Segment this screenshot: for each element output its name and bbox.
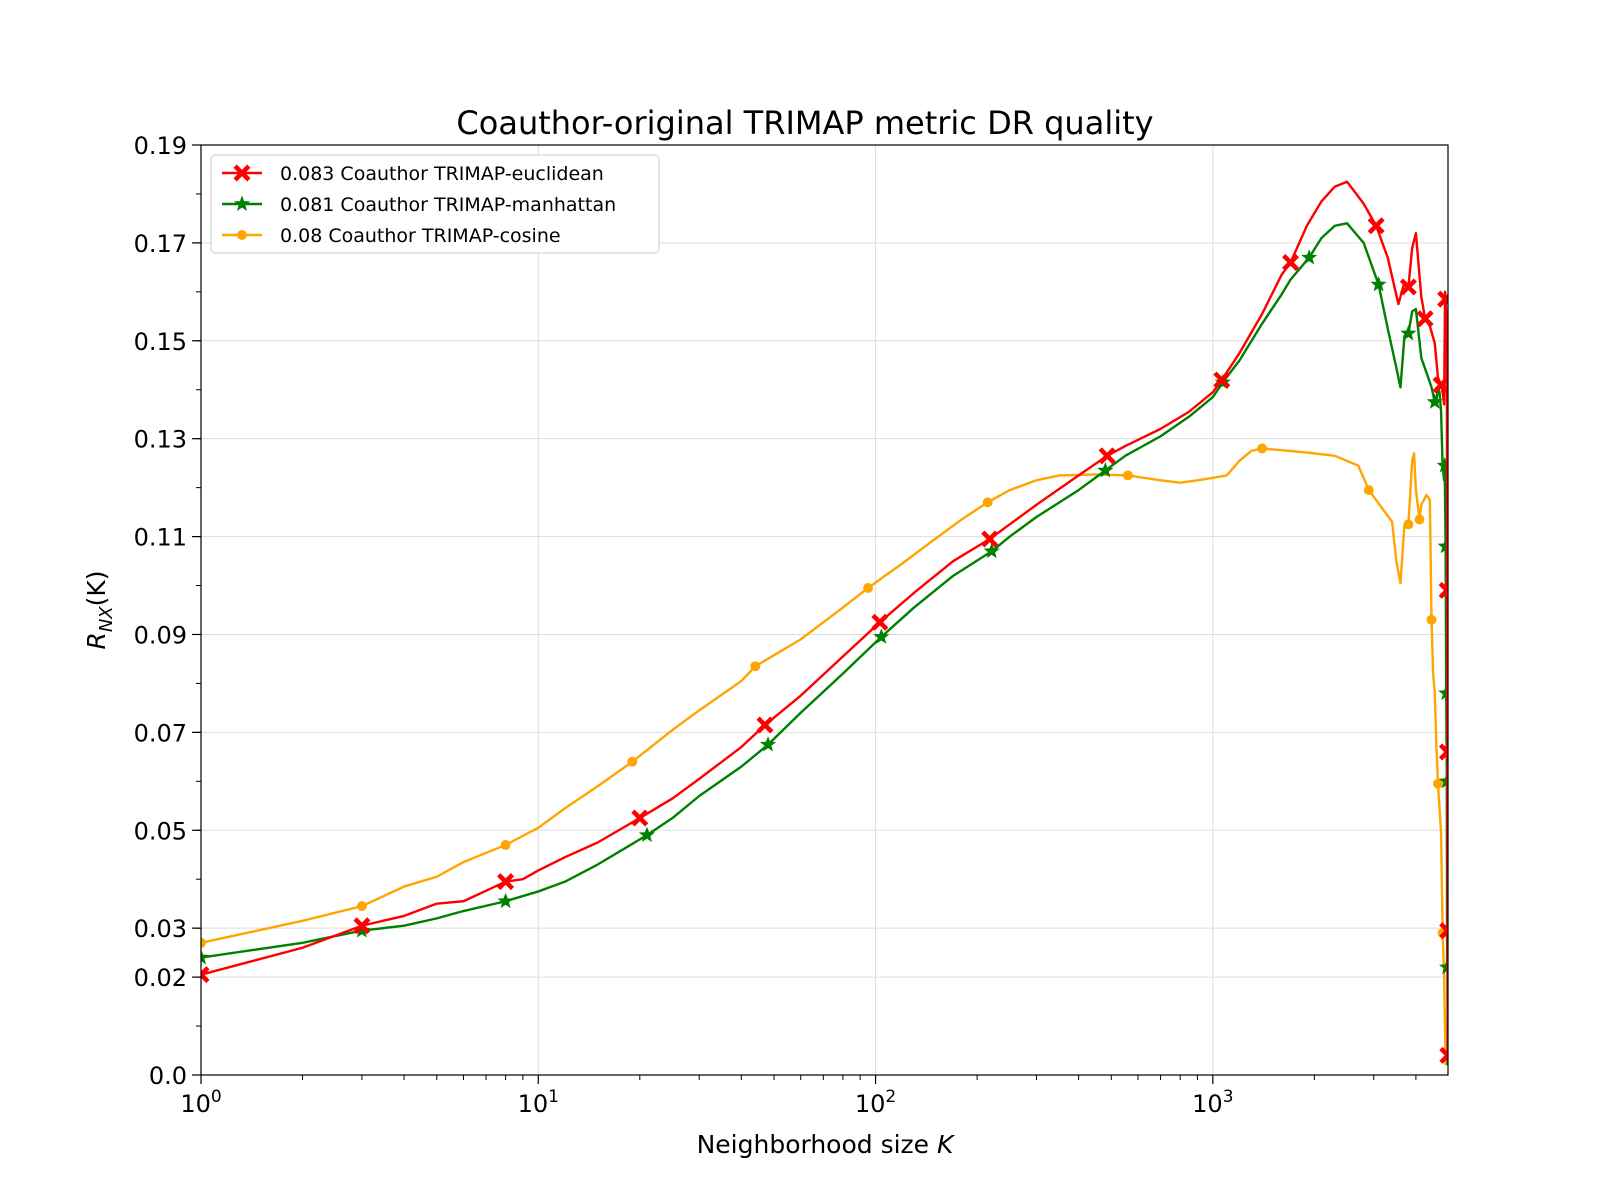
series-marker — [871, 613, 889, 631]
series-marker — [1439, 1046, 1448, 1064]
series-marker — [638, 826, 656, 843]
series-marker — [1399, 278, 1417, 296]
series-marker — [1363, 485, 1374, 496]
series-marker — [1400, 324, 1417, 341]
y-tick-label: 0.11 — [134, 524, 187, 552]
series-marker — [1426, 614, 1437, 625]
series-marker — [750, 661, 761, 672]
legend: 0.083 Coauthor TRIMAP-euclidean 0.081 Coa… — [210, 154, 660, 254]
x-tick-label: 103 — [1192, 1087, 1233, 1118]
y-tick-label: 0.0 — [149, 1062, 187, 1090]
series-marker — [1437, 537, 1448, 554]
series-marker — [233, 164, 251, 182]
series-marker — [497, 892, 514, 909]
series-marker — [1437, 290, 1448, 308]
series-marker — [1301, 249, 1318, 265]
series-marker — [1426, 393, 1443, 409]
series-group — [201, 180, 1448, 1064]
y-tick-label: 0.15 — [134, 328, 187, 356]
series-marker — [201, 949, 210, 965]
legend-label: 0.081 Coauthor TRIMAP-manhattan — [280, 194, 616, 216]
series-marker — [1439, 958, 1448, 975]
series-group — [201, 443, 1448, 1066]
series-marker — [631, 809, 649, 827]
series-marker — [873, 628, 890, 644]
plot-frame — [200, 144, 1449, 1076]
y-tick-label: 0.07 — [134, 719, 187, 747]
series-marker — [1098, 447, 1116, 465]
x-tick-label: 102 — [855, 1087, 896, 1118]
x-axis-label: Neighborhood size K — [697, 1130, 956, 1159]
series-marker — [982, 497, 993, 508]
axes: 0.0 0.02 0.03 0.05 0.07 0.09 0.11 0.13 0.15 0.17 0… — [134, 132, 1417, 1118]
series-marker — [1416, 310, 1434, 328]
series-marker — [1433, 778, 1443, 789]
y-tick-label: 0.05 — [134, 817, 187, 845]
series-marker — [1432, 376, 1448, 394]
series-marker — [1122, 470, 1133, 481]
series-line — [201, 447, 1447, 1066]
series-marker — [500, 839, 511, 850]
y-tick-label: 0.02 — [134, 964, 187, 992]
series-marker — [237, 230, 247, 240]
series-marker — [1282, 253, 1300, 271]
series-marker — [201, 937, 206, 948]
series-marker — [353, 917, 371, 935]
series-marker — [1438, 684, 1448, 701]
y-tick-label: 0.17 — [134, 230, 187, 258]
series-marker — [1370, 276, 1387, 292]
series-marker — [1438, 743, 1448, 761]
y-tick-label: 0.09 — [134, 621, 187, 649]
series-marker — [1438, 581, 1448, 599]
chart-title: Coauthor-original TRIMAP metric DR quali… — [456, 104, 1153, 142]
series-marker — [1367, 217, 1385, 235]
x-tick-label: 101 — [518, 1087, 559, 1118]
series-marker — [201, 966, 210, 984]
series-marker — [627, 756, 638, 767]
series-marker — [759, 736, 777, 752]
legend-label: 0.08 Coauthor TRIMAP-cosine — [280, 225, 561, 247]
y-tick-label: 0.03 — [134, 915, 187, 943]
y-tick-label: 0.19 — [134, 132, 187, 160]
series-marker — [356, 901, 367, 912]
series-marker — [756, 716, 774, 734]
x-tick-label: 100 — [180, 1087, 221, 1118]
series-marker — [1257, 443, 1268, 454]
series-marker — [233, 195, 251, 211]
series-marker — [983, 542, 1000, 559]
series-marker — [1213, 371, 1231, 389]
series-marker — [1403, 519, 1414, 530]
series-layer — [201, 180, 1448, 1066]
series-marker — [497, 873, 515, 891]
y-tick-label: 0.13 — [134, 426, 187, 454]
series-marker — [863, 583, 873, 593]
legend-box — [210, 154, 660, 254]
series-marker — [353, 922, 371, 938]
series-marker — [1436, 457, 1448, 473]
series-marker — [1438, 772, 1448, 789]
series-marker — [1414, 514, 1425, 525]
series-marker — [981, 530, 999, 548]
series-marker — [1439, 922, 1448, 940]
legend-label: 0.083 Coauthor TRIMAP-euclidean — [280, 163, 604, 185]
y-axis-label: RNX(K) — [82, 570, 117, 649]
series-marker — [1097, 462, 1114, 478]
